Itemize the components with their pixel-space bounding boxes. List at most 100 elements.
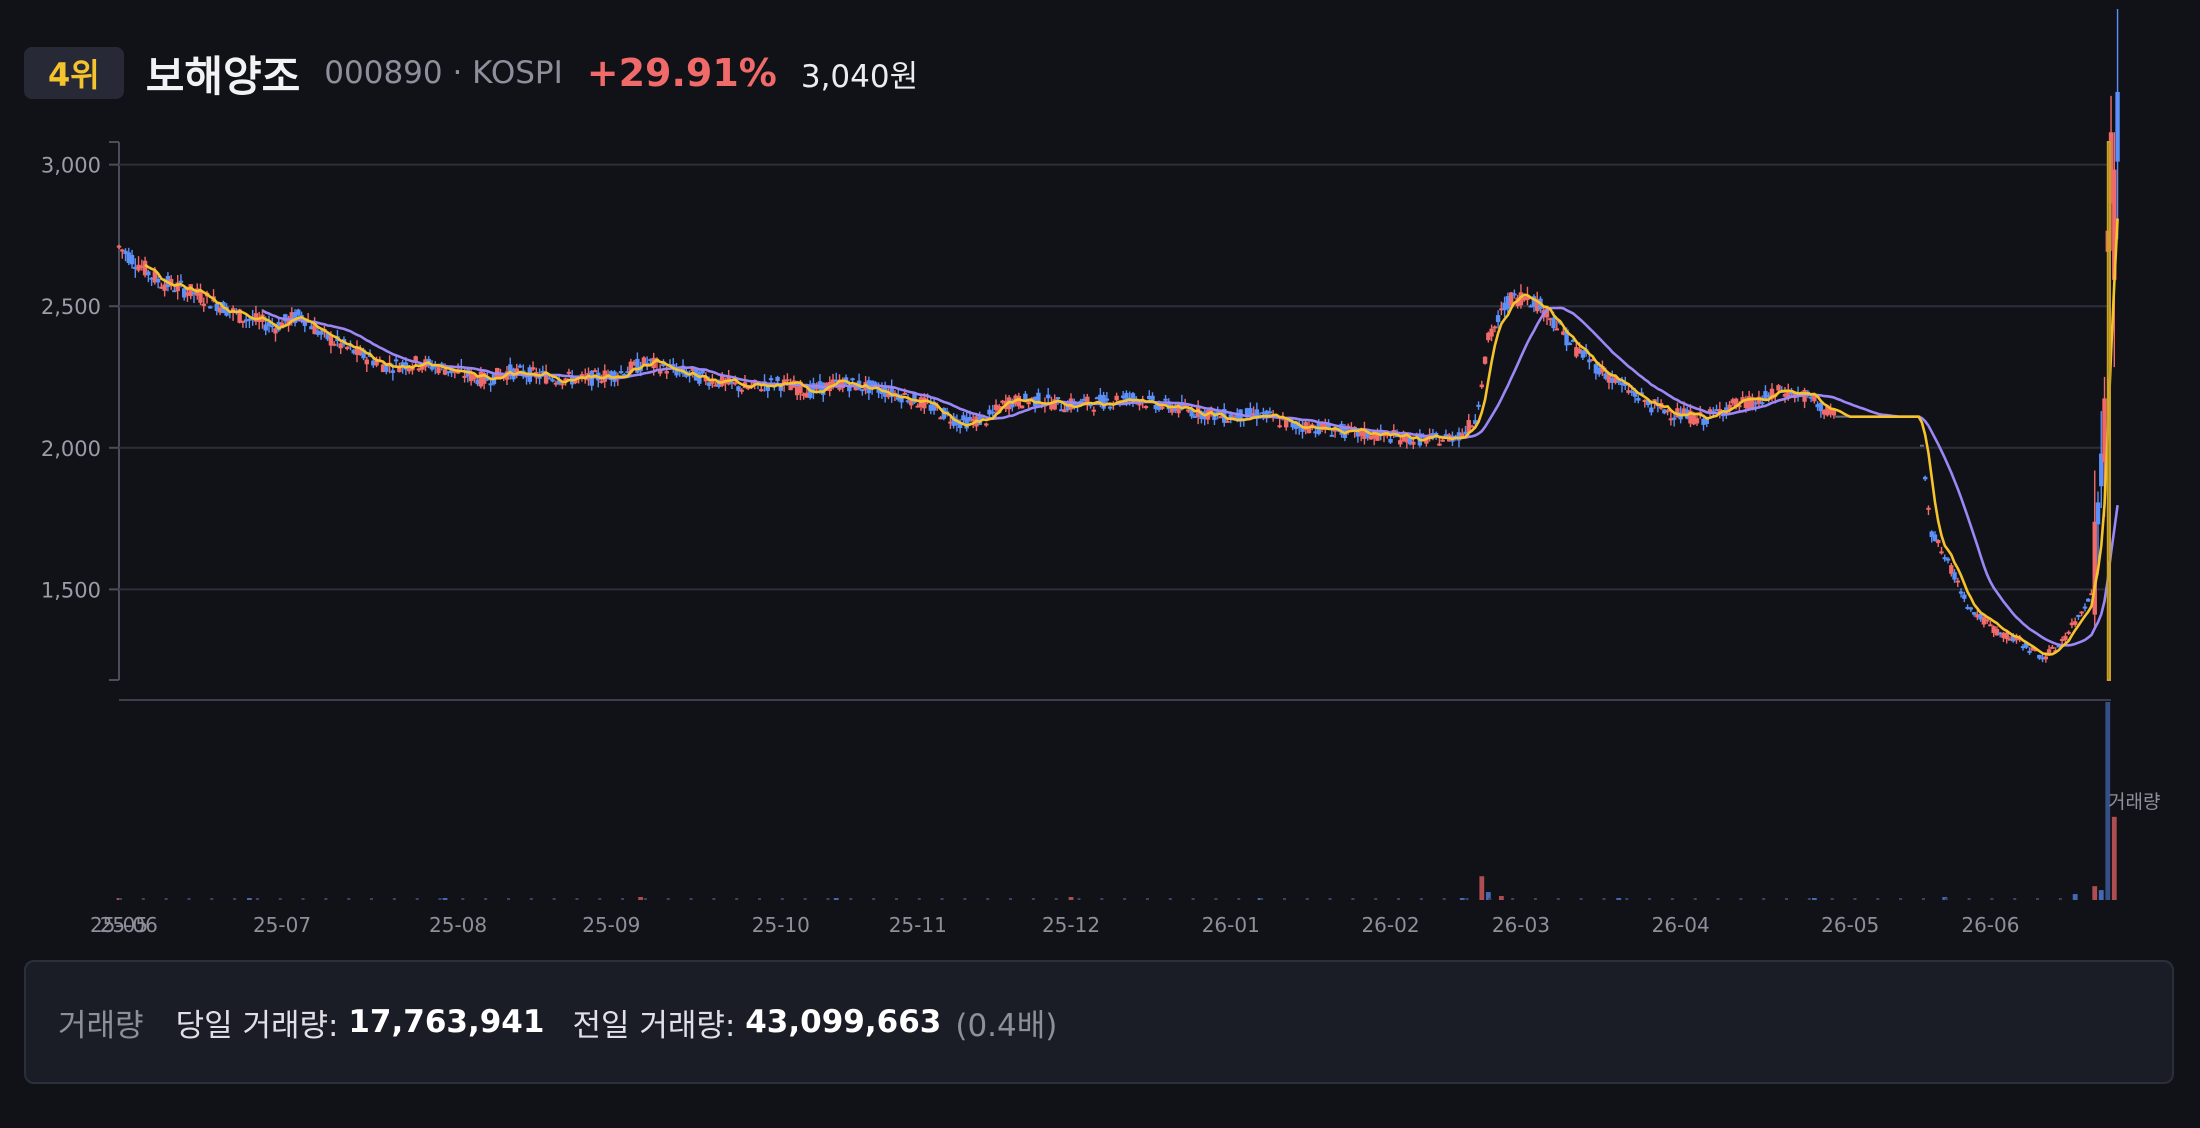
candle-body	[1319, 423, 1325, 428]
candle-body	[899, 395, 904, 403]
volume-bar	[415, 898, 419, 900]
candle-body	[1671, 417, 1677, 420]
candle-body	[1694, 418, 1700, 424]
candle-body	[123, 250, 128, 255]
volume-bar	[1009, 898, 1013, 900]
volume-bar	[2098, 890, 2104, 900]
candle-body	[873, 382, 878, 385]
volume-bar	[1305, 898, 1309, 900]
candle-body	[1528, 305, 1533, 308]
candle-body	[1010, 400, 1015, 408]
volume-bar	[1374, 898, 1378, 900]
candle-body	[1473, 420, 1478, 425]
candle-body	[2043, 656, 2049, 660]
candle-body	[188, 284, 193, 297]
candle-body	[1189, 409, 1194, 417]
candle-body	[710, 379, 715, 384]
volume-bar	[1899, 898, 1903, 900]
candle-body	[1759, 402, 1765, 405]
volume-bar	[1077, 898, 1081, 900]
volume-bar	[141, 898, 145, 900]
candle-body	[736, 386, 741, 391]
volume-bar	[1990, 898, 1994, 900]
candle-body	[185, 292, 190, 296]
candle-body	[224, 306, 229, 316]
candle-body	[961, 415, 966, 421]
volume-bar	[986, 898, 990, 900]
candle-body	[462, 375, 467, 378]
candle-body	[781, 379, 787, 385]
today-volume-label: 당일 거래량:	[175, 1007, 339, 1044]
candle-body	[1306, 426, 1312, 434]
candle-body	[886, 393, 891, 398]
candle-body	[338, 343, 343, 349]
today-volume-value: 17,763,941	[348, 1004, 545, 1040]
candle-body	[1264, 410, 1269, 418]
volume-bar	[1830, 898, 1834, 900]
volume-bar	[2013, 898, 2017, 900]
candle-body	[1443, 434, 1449, 437]
candle-body	[1691, 413, 1696, 425]
candle-body	[1440, 439, 1445, 442]
candle-body	[1825, 406, 1830, 416]
date-tick-label: 25-08	[429, 913, 487, 937]
candle-body	[1339, 423, 1344, 435]
candle-body	[1101, 394, 1106, 409]
candle-body	[1508, 292, 1514, 306]
volume-bar	[187, 898, 191, 900]
candle-body	[1124, 392, 1129, 403]
candle-body	[912, 392, 917, 403]
candle-body	[214, 303, 220, 312]
candle-body	[1828, 407, 1833, 415]
candle-body	[1143, 406, 1149, 409]
volume-bar	[1465, 898, 1469, 900]
candle-body	[1949, 565, 1954, 574]
volume-bar	[1811, 898, 1817, 900]
candle-body	[1750, 397, 1755, 410]
candle-body	[1456, 432, 1462, 441]
candle-body	[1649, 407, 1654, 413]
candle-body	[1769, 388, 1775, 399]
candle-body	[1815, 404, 1820, 408]
candle-body	[1313, 431, 1318, 434]
candle-body	[2099, 453, 2104, 487]
candle-body	[2027, 650, 2032, 653]
candle-body	[530, 367, 536, 370]
candle-body	[426, 358, 431, 363]
candle-body	[1267, 411, 1273, 414]
volume-bar	[1716, 898, 1720, 900]
candle-body	[703, 376, 709, 382]
candle-body	[371, 360, 376, 366]
candle-body	[2086, 598, 2091, 602]
candle-body	[1561, 331, 1566, 335]
volume-bar	[917, 898, 921, 900]
candle-body	[547, 377, 552, 380]
volume-bar	[1739, 898, 1743, 900]
volume-bar	[894, 898, 898, 900]
candle-body	[1460, 433, 1465, 437]
candle-body	[446, 371, 451, 374]
volume-bar	[1100, 898, 1104, 900]
volume-bar	[621, 898, 625, 900]
candle-body	[641, 357, 647, 366]
candle-body	[198, 291, 203, 303]
candle-body	[361, 349, 366, 359]
candle-body	[1629, 390, 1634, 393]
candle-body	[970, 418, 976, 422]
candle-body	[1394, 435, 1400, 438]
volume-bar	[666, 898, 670, 900]
candle-body	[508, 364, 513, 375]
candle-body	[1114, 395, 1119, 401]
candle-body	[296, 309, 301, 315]
candle-body	[1016, 395, 1022, 407]
candle-body	[1499, 308, 1504, 311]
candle-body	[889, 386, 894, 398]
candle-body	[1923, 476, 1928, 480]
candle-body	[2020, 646, 2026, 649]
date-tick-label: 26-01	[1202, 913, 1260, 937]
candle-body	[690, 368, 696, 372]
candle-body	[834, 379, 839, 382]
candle-body	[1613, 376, 1618, 383]
candle-body	[1610, 378, 1615, 383]
candle-body	[1411, 441, 1416, 445]
